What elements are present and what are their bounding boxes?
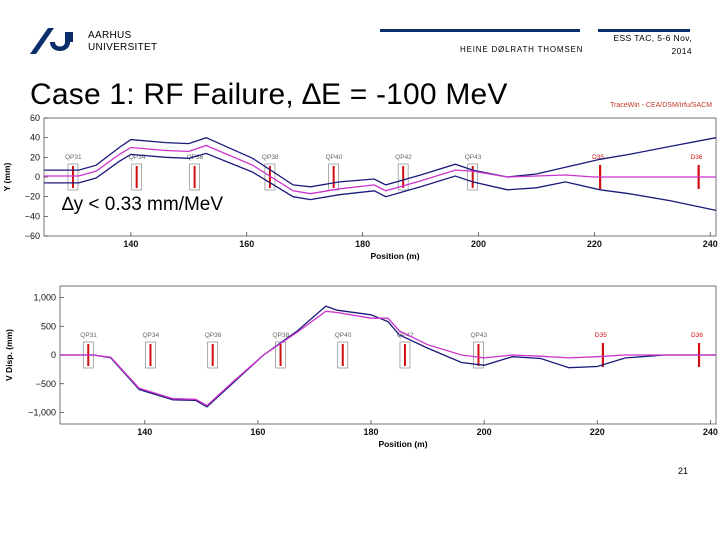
series-line: [44, 144, 716, 195]
y-tick-label: −20: [25, 192, 40, 202]
slide-title: Case 1: RF Failure, ∆E = -100 MeV: [30, 78, 508, 111]
y-tick-label: 0: [35, 172, 40, 182]
y-tick-label: 20: [30, 152, 40, 162]
element-label: QP42: [397, 332, 414, 339]
quadrupole-outline: [473, 341, 484, 369]
y-tick-label: 0: [51, 350, 56, 360]
element-label: D36: [691, 332, 703, 339]
y-axis-title: V Disp. (mm): [4, 329, 14, 381]
y-tick-label: 40: [30, 133, 40, 143]
y-axis-title: Y (mm): [2, 163, 12, 192]
header-rule-right: [598, 29, 690, 32]
conference-info: ESS TAC, 5-6 Nov, 2014: [596, 32, 692, 58]
x-tick-label: 140: [123, 239, 138, 249]
x-tick-label: 180: [364, 427, 379, 437]
element-label: D35: [595, 332, 607, 339]
x-axis-title: Position (m): [370, 251, 419, 261]
university-name: AARHUS UNIVERSITET: [88, 30, 157, 54]
page-number: 21: [678, 466, 689, 476]
quadrupole-outline: [337, 341, 349, 369]
x-tick-label: 160: [239, 239, 254, 249]
x-axis-title: Position (m): [378, 439, 427, 449]
x-tick-label: 220: [587, 239, 602, 249]
v-dispersion-chart: QP31 QP34 QP36 QP38 QP40 QP42 QP43 D35 D36 −1,000…: [4, 285, 718, 449]
university-line-1: AARHUS: [88, 30, 132, 41]
y-envelope-chart: QP31 QP34 QP36 QP38 QP40 QP42 QP43 D35 D36 −60 −40…: [2, 113, 718, 261]
quadrupole-outline: [275, 341, 286, 369]
software-credit: TraceWin - CEA/DSM/Irfu/SACM: [610, 102, 713, 109]
x-tick-label: 240: [703, 427, 718, 437]
element-label: QP38: [262, 154, 279, 161]
university-line-2: UNIVERSITET: [88, 42, 158, 53]
y-tick-label: −60: [25, 231, 40, 241]
element-label: QP31: [65, 154, 82, 161]
series-line: [60, 305, 716, 408]
x-tick-label: 200: [471, 239, 486, 249]
y-tick-label: 1,000: [33, 293, 56, 303]
x-tick-label: 220: [590, 427, 605, 437]
quadrupole-outline: [67, 163, 79, 191]
conference-line-1: ESS TAC, 5-6 Nov,: [613, 33, 692, 43]
element-label: QP40: [326, 154, 343, 161]
plot-frame: [59, 285, 717, 425]
quadrupole-outline: [189, 163, 200, 191]
y-tick-label: −500: [36, 379, 56, 389]
element-label: QP31: [80, 332, 97, 339]
y-tick-label: 60: [30, 113, 40, 123]
y-tick-label: −1,000: [28, 408, 56, 418]
quadrupole-outline: [207, 341, 219, 369]
quadrupole-outline: [131, 163, 143, 191]
series-line: [44, 137, 717, 188]
x-tick-label: 200: [477, 427, 492, 437]
x-tick-label: 140: [137, 427, 152, 437]
quadrupole-outline: [399, 341, 411, 369]
element-label: QP43: [465, 154, 482, 161]
element-label: D35: [592, 154, 604, 161]
quadrupole-outline: [467, 163, 479, 191]
series-line: [44, 152, 717, 212]
aarhus-university-logo: [30, 28, 73, 54]
quadrupole-outline: [397, 163, 409, 191]
quadrupole-outline: [145, 341, 156, 369]
element-label: D36: [691, 154, 703, 161]
element-label: QP36: [187, 154, 204, 161]
x-tick-label: 180: [355, 239, 370, 249]
sensitivity-annotation: ∆y < 0.33 mm/MeV: [60, 192, 226, 218]
conference-line-2: 2014: [671, 46, 692, 56]
y-tick-label: 500: [41, 321, 56, 331]
author-name: HEINE DØLRATH THOMSEN: [460, 45, 584, 54]
header-rule: [380, 29, 580, 32]
beamline-elements: QP31 QP34 QP36 QP38 QP40 QP42 QP43 D35 D36: [65, 154, 703, 191]
x-tick-label: 240: [703, 239, 718, 249]
series-line: [60, 310, 716, 407]
x-tick-label: 160: [250, 427, 265, 437]
element-label: QP43: [470, 332, 487, 339]
element-label: QP40: [335, 332, 352, 339]
quadrupole-outline: [264, 163, 276, 191]
element-label: QP38: [273, 332, 290, 339]
element-label: QP34: [129, 154, 146, 161]
element-label: QP42: [395, 154, 412, 161]
element-label: QP36: [205, 332, 222, 339]
y-tick-label: −40: [25, 211, 40, 221]
element-label: QP34: [142, 332, 159, 339]
